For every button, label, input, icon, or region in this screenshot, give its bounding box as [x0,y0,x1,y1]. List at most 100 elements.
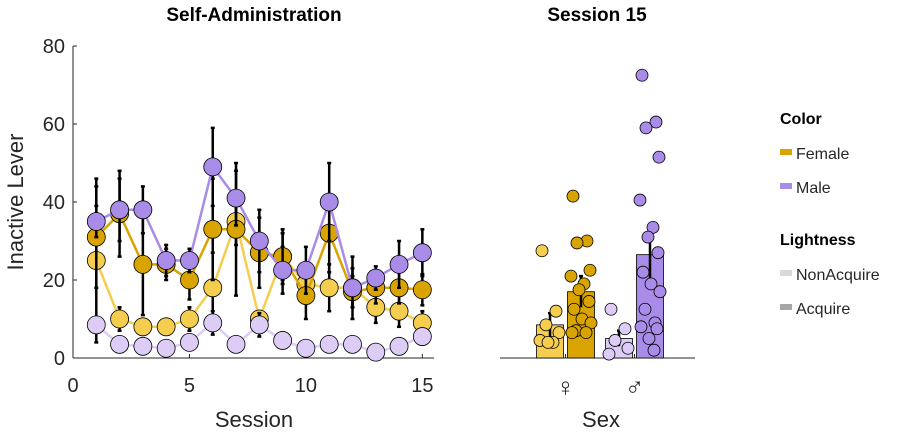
category-tick-label: ♀ [556,372,576,402]
individual-point [647,343,661,357]
bar-group [633,68,667,359]
data-point [156,251,176,270]
bar-chart-category-ticks: ♀ ♂ [556,354,645,402]
individual-point [564,269,578,283]
data-point [319,334,339,354]
y-tick-label: 40 [43,192,65,214]
data-point [110,200,129,220]
bar-group [564,189,598,359]
data-point [203,313,223,333]
data-point [412,280,432,300]
legend-lightness-title: Lightness [780,232,856,249]
data-point [180,332,199,352]
data-point [133,336,153,356]
data-point [133,317,153,337]
individual-point [636,265,650,279]
individual-point [651,246,665,260]
individual-point [539,318,553,332]
data-point [180,251,199,270]
individual-point [650,322,664,336]
individual-point [635,68,649,82]
legend-color-title: Color [780,111,822,128]
data-point [226,334,246,354]
individual-point [618,322,632,336]
x-tick-label: 10 [295,375,317,397]
series-male-nonacquire [86,309,432,362]
data-point [412,327,432,346]
individual-point [552,326,566,340]
y-tick-label: 60 [43,114,65,136]
bar-group [533,244,566,359]
individual-point [565,326,579,340]
y-tick-label: 0 [54,348,65,370]
legend-female-swatch [780,149,792,155]
data-point [180,270,199,290]
data-point [203,219,223,239]
data-point [110,309,129,329]
data-point [389,336,409,356]
data-point [156,338,176,358]
individual-point [583,263,597,277]
series-male-acquire [86,126,432,321]
legend-nonacquire-swatch [780,270,792,276]
individual-point [642,332,656,345]
data-point [389,301,409,321]
individual-point [649,115,663,129]
data-point [319,278,339,298]
bar-group [602,302,635,361]
data-point [226,188,246,208]
x-tick-label: 5 [184,375,195,397]
data-point [249,231,269,251]
data-point [86,212,106,231]
legend: Color Female Male Lightness NonAcquire A… [780,111,880,318]
individual-point [621,341,635,355]
x-tick-label: 15 [411,375,433,397]
individual-point [608,334,622,347]
individual-point [602,347,616,361]
line-chart-series [86,126,432,362]
data-point [203,278,223,298]
individual-point [634,320,648,334]
data-point [110,334,129,354]
individual-point [549,304,563,318]
legend-acquire-swatch [780,304,792,310]
data-point [343,334,362,354]
legend-nonacquire-label: NonAcquire [796,267,880,284]
data-point [86,315,106,335]
data-point [156,317,176,337]
category-tick-label: ♂ [625,372,645,402]
individual-point [566,189,580,203]
data-point [343,278,362,298]
individual-point [641,230,655,244]
line-chart-ylabel: Inactive Lever [3,134,28,271]
bar-chart-xlabel: Sex [582,407,620,432]
data-point [133,254,153,274]
individual-point [567,302,581,316]
data-point [273,260,293,280]
data-point [203,157,223,177]
x-tick-label: 0 [67,375,78,397]
individual-point [638,302,652,316]
data-point [366,342,386,362]
individual-point [582,295,596,308]
individual-point [633,193,647,207]
data-point [366,268,386,288]
individual-point [644,277,658,291]
data-point [133,200,153,220]
individual-point [535,244,549,258]
individual-point [652,150,666,164]
y-tick-label: 20 [43,270,65,292]
legend-female-label: Female [796,146,849,163]
data-point [180,309,199,329]
individual-point [579,326,593,340]
individual-point [570,236,584,250]
legend-male-label: Male [796,180,831,197]
bar-chart-title: Session 15 [547,5,647,26]
line-chart-title: Self-Administration [166,5,341,26]
individual-point [604,302,618,316]
data-point [296,260,316,280]
data-point [389,254,409,274]
bar-chart-bars [533,68,667,361]
individual-point [653,285,667,299]
